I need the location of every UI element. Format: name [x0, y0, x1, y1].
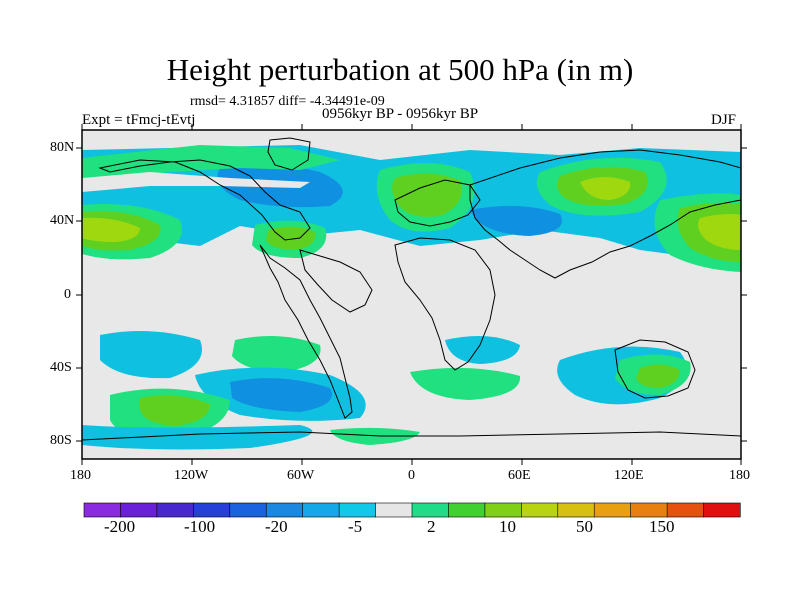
- colorbar-swatch: [666, 502, 705, 518]
- colorbar-swatch: [120, 502, 158, 518]
- siberia-positive-center: [580, 177, 631, 200]
- lon-label-120e: 120E: [614, 468, 644, 483]
- north-negative-core-2: [470, 205, 562, 236]
- colorbar-swatch: [557, 502, 595, 518]
- lon-label-180w: 180: [70, 468, 91, 483]
- colorbar-swatch: [83, 502, 122, 518]
- atlantic-positive-core: [266, 226, 316, 250]
- south-blue-africa: [445, 336, 520, 364]
- lon-label-60e: 60E: [508, 468, 531, 483]
- colorbar-swatch: [302, 502, 340, 518]
- stats-label: rmsd= 4.31857 diff= -4.34491e-09: [190, 94, 385, 109]
- south-atlantic-positive: [410, 367, 521, 400]
- season-label: DJF: [711, 112, 737, 128]
- colorbar-label: 50: [576, 517, 593, 536]
- colorbar-swatch: [193, 502, 231, 518]
- period-label: 0956kyr BP - 0956kyr BP: [322, 106, 479, 122]
- colorbar-swatch: [448, 502, 486, 518]
- colorbar-label: -20: [265, 517, 288, 536]
- height-anomaly-contours: [82, 137, 741, 450]
- lat-label-80n: 80N: [50, 140, 75, 155]
- pacific-positive-west-center: [82, 217, 140, 242]
- colorbar-swatch: [521, 502, 559, 518]
- lon-label-120w: 120W: [174, 468, 209, 483]
- colorbar-label: -100: [184, 517, 216, 536]
- colorbar-label: 150: [649, 517, 675, 536]
- lat-label-eq: 0: [64, 287, 71, 302]
- colorbar-label: -200: [104, 517, 136, 536]
- coastlines: [82, 137, 741, 441]
- colorbar-label: 2: [427, 517, 436, 536]
- lon-label-60w: 60W: [287, 468, 315, 483]
- pacific-positive-east-center: [698, 214, 741, 250]
- europe-positive-core: [392, 173, 462, 217]
- colorbar-label: 10: [499, 517, 516, 536]
- colorbar-swatch: [375, 502, 413, 518]
- lat-label-40s: 40S: [50, 360, 72, 375]
- lat-label-80s: 80S: [50, 433, 72, 448]
- colorbar-swatch: [593, 502, 632, 518]
- antarctic-positive: [330, 427, 420, 445]
- colorbar-swatch: [338, 502, 377, 518]
- colorbar-swatch: [265, 502, 304, 518]
- experiment-label: Expt = tFmcj-tEvtj: [82, 112, 196, 128]
- south-positive-1: [232, 336, 321, 372]
- lon-axis: [81, 124, 742, 465]
- arctic-gap: [82, 172, 310, 192]
- colorbar: [83, 502, 741, 518]
- lat-axis: [76, 147, 747, 442]
- lon-label-180e: 180: [729, 468, 750, 483]
- southern-ocean-blue-core: [230, 378, 332, 412]
- antarctic-blue-edge: [82, 425, 313, 450]
- south-positive-wide-core: [140, 395, 210, 426]
- colorbar-swatch: [630, 502, 668, 518]
- colorbar-swatch: [156, 502, 194, 518]
- colorbar-swatch: [411, 502, 450, 518]
- colorbar-swatch: [484, 502, 522, 518]
- lat-label-40n: 40N: [50, 213, 75, 228]
- colorbar-label: -5: [348, 517, 363, 536]
- south-pacific-blue-1: [100, 331, 202, 379]
- lon-label-0: 0: [408, 468, 415, 483]
- colorbar-swatch: [229, 502, 267, 518]
- colorbar-swatch: [703, 502, 741, 518]
- plot-title: Height perturbation at 500 hPa (in m): [166, 52, 634, 87]
- australia-positive-core: [636, 364, 680, 388]
